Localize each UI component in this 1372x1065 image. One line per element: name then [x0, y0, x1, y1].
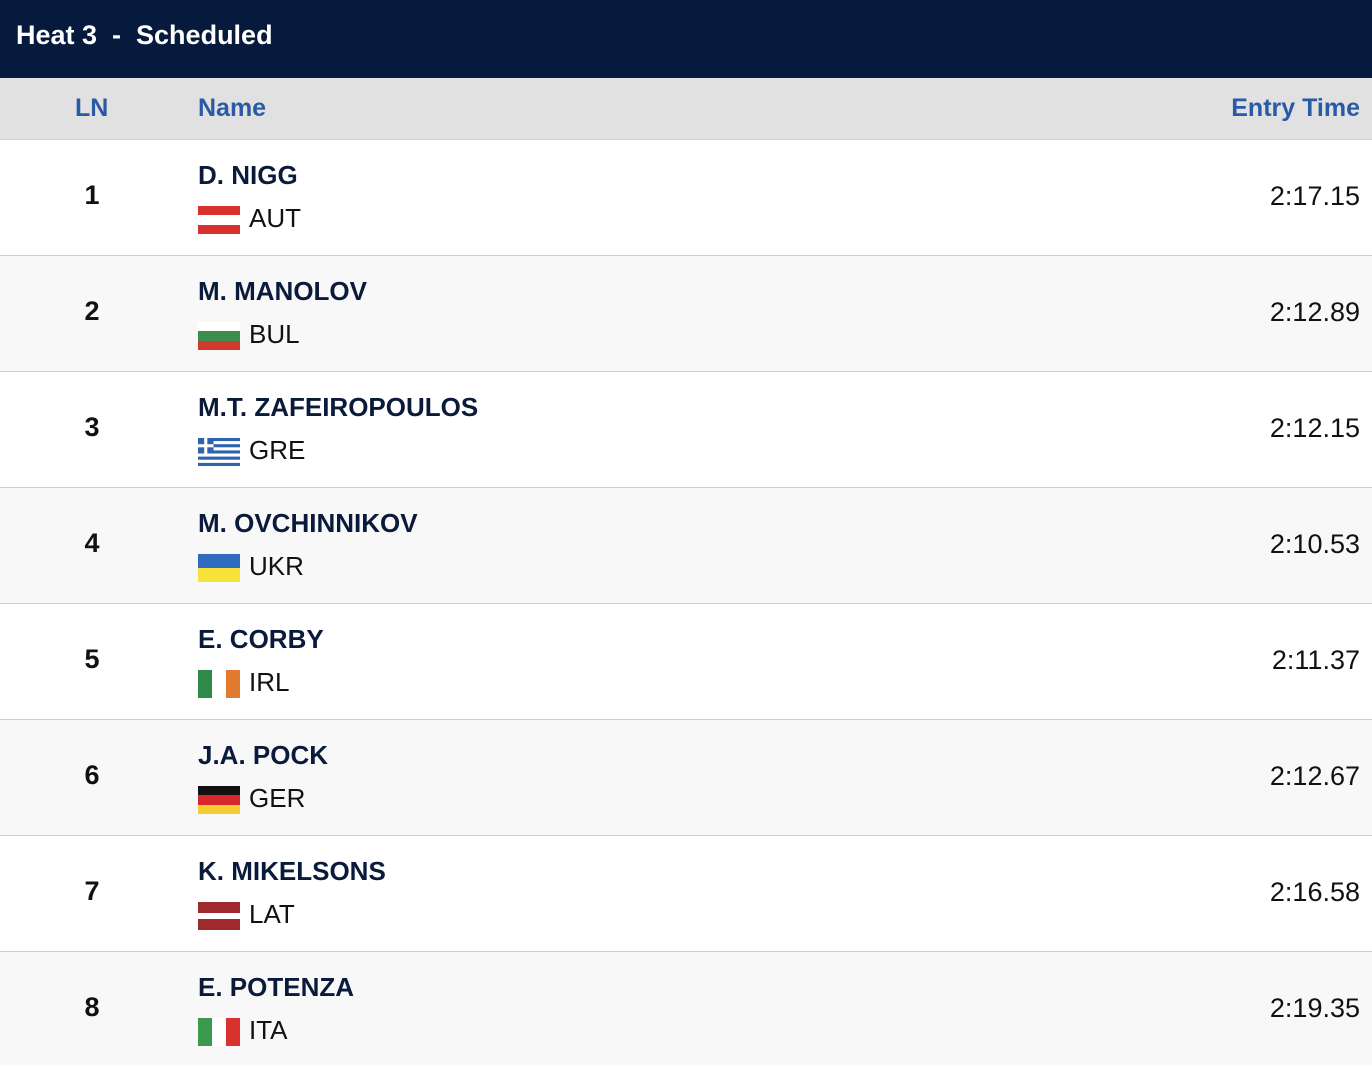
lane: 1: [84, 180, 100, 210]
lane: 4: [84, 528, 100, 558]
column-header: LN Name Entry Time: [0, 78, 1372, 139]
row: 8 E. POTENZA ITA 2:19.35: [0, 951, 1372, 1065]
lane: 6: [84, 760, 100, 790]
flag: [198, 554, 240, 582]
country: BUL: [249, 319, 300, 349]
row: 4 M. OVCHINNIKOV UKR 2:10.53: [0, 487, 1372, 603]
entry-time: 2:19.35: [1269, 993, 1360, 1023]
row: 7 K. MIKELSONS LAT 2:16.58: [0, 835, 1372, 951]
column-label: Entry Time: [1231, 94, 1360, 122]
heat-header: Heat 3 - Scheduled: [0, 0, 1372, 78]
row: 2 M. MANOLOV BUL 2:12.89: [0, 255, 1372, 371]
flag: [198, 786, 240, 814]
country: ITA: [249, 1015, 288, 1045]
lane: 8: [84, 992, 100, 1022]
country: GER: [249, 783, 306, 813]
lane: 5: [84, 644, 100, 674]
flag: [198, 670, 240, 698]
athlete-name: E. CORBY: [198, 624, 324, 654]
athlete-name: K. MIKELSONS: [198, 856, 386, 886]
entry-time: 2:16.58: [1269, 877, 1360, 907]
heat-title: Heat 3 - Scheduled: [16, 20, 273, 50]
row: 1 D. NIGG AUT 2:17.15: [0, 139, 1372, 255]
entry-time: 2:12.67: [1269, 761, 1360, 791]
row: 5 E. CORBY IRL 2:11.37: [0, 603, 1372, 719]
flag: [198, 438, 240, 466]
entry-time: 2:17.15: [1269, 181, 1360, 211]
athlete-name: M.T. ZAFEIROPOULOS: [198, 392, 479, 422]
country: IRL: [249, 667, 290, 697]
country: AUT: [249, 203, 301, 233]
column-label: Name: [198, 94, 267, 122]
flag: [198, 206, 240, 234]
lane: 7: [84, 876, 100, 906]
column-label: LN: [75, 94, 109, 122]
row: 3 M.T. ZAFEIROPOULOS GRE 2:12.15: [0, 371, 1372, 487]
flag: [198, 1018, 240, 1046]
lane: 2: [84, 296, 100, 326]
row: 6 J.A. POCK GER 2:12.67: [0, 719, 1372, 835]
flag: [198, 902, 240, 930]
athlete-name: M. MANOLOV: [198, 276, 367, 306]
athlete-name: M. OVCHINNIKOV: [198, 508, 418, 538]
entry-time: 2:10.53: [1269, 529, 1360, 559]
flag: [198, 322, 240, 350]
entry-time: 2:11.37: [1271, 645, 1360, 675]
athlete-name: D. NIGG: [198, 160, 298, 190]
entry-time: 2:12.15: [1269, 413, 1360, 443]
lane: 3: [84, 412, 100, 442]
country: GRE: [249, 435, 306, 465]
country: LAT: [249, 899, 295, 929]
athlete-name: E. POTENZA: [198, 972, 355, 1002]
entry-time: 2:12.89: [1269, 297, 1360, 327]
rows: 1 D. NIGG AUT 2:17.15 2 M. MANOLOV BUL 2…: [0, 139, 1372, 1065]
athlete-name: J.A. POCK: [198, 740, 329, 770]
country: UKR: [249, 551, 304, 581]
